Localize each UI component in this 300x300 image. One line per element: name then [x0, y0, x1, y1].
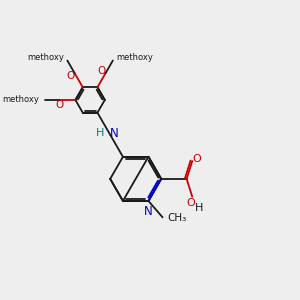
Text: O: O — [66, 71, 75, 81]
Text: H: H — [195, 203, 203, 213]
Text: methoxy: methoxy — [116, 52, 153, 62]
Text: O: O — [192, 154, 201, 164]
Text: H: H — [96, 128, 104, 138]
Text: N: N — [143, 205, 152, 218]
Text: CH₃: CH₃ — [167, 213, 187, 223]
Text: O: O — [97, 66, 105, 76]
Text: methoxy: methoxy — [28, 52, 64, 62]
Text: methoxy: methoxy — [2, 95, 39, 104]
Text: O: O — [187, 198, 195, 208]
Text: O: O — [55, 100, 63, 110]
Text: N: N — [110, 127, 118, 140]
